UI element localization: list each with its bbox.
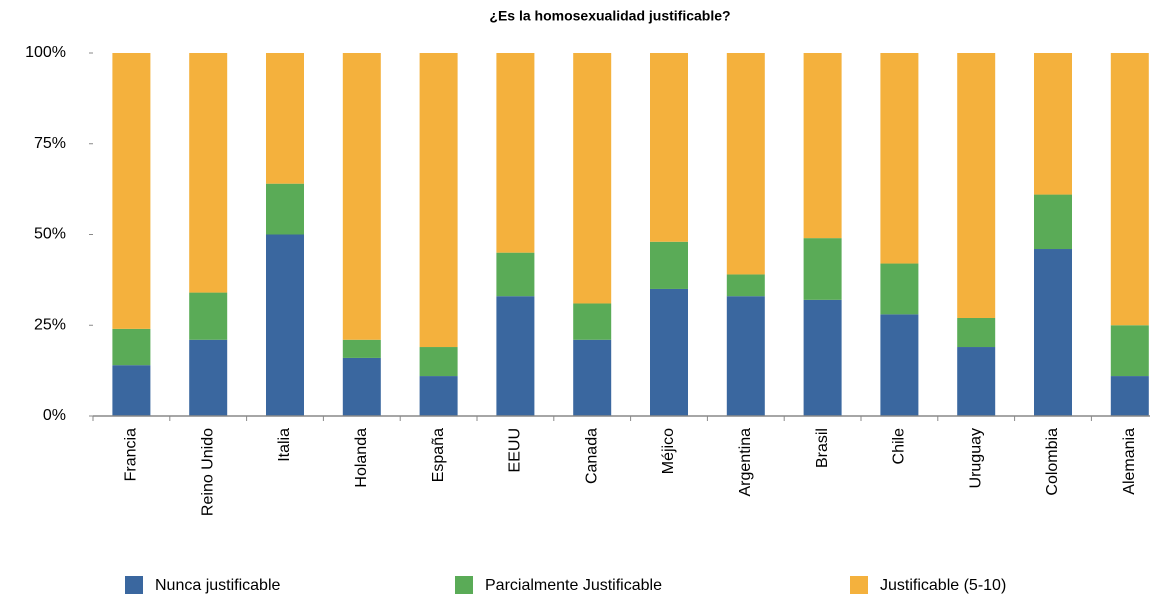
x-tick-label: Holanda <box>353 428 370 488</box>
legend-swatch <box>125 576 143 594</box>
legend-swatch <box>850 576 868 594</box>
bar-segment <box>1110 53 1149 326</box>
x-tick-label: Canada <box>583 428 600 484</box>
bar-segment <box>189 53 228 293</box>
x-tick-label: Reino Unido <box>199 428 216 516</box>
bar-segment <box>803 53 842 239</box>
bar-segment <box>419 347 458 377</box>
x-tick-label: Argentina <box>737 428 754 497</box>
bar-segment <box>573 303 612 340</box>
bar-segment <box>573 53 612 304</box>
y-tick-label: 0% <box>43 407 66 424</box>
y-tick-label: 25% <box>34 316 66 333</box>
x-tick-label: Chile <box>891 428 908 465</box>
bar-segment <box>266 234 304 416</box>
bar-segment <box>419 376 458 416</box>
bar-segment <box>496 252 535 297</box>
bar-segment <box>1110 376 1149 416</box>
bar-segment <box>342 339 381 358</box>
bar-segment <box>650 241 688 289</box>
y-tick-label: 50% <box>34 226 66 243</box>
bar-segment <box>650 53 688 242</box>
x-tick-label: Méjico <box>660 428 677 474</box>
legend-label: Parcialmente Justificable <box>485 577 662 594</box>
bar-segment <box>189 292 228 340</box>
bar-segment <box>1034 249 1072 416</box>
x-tick-label: España <box>430 428 447 482</box>
x-tick-label: Italia <box>276 428 293 462</box>
bar-segment <box>650 288 688 416</box>
x-tick-label: EEUU <box>507 428 524 472</box>
bar-segment <box>803 299 842 416</box>
bar-segment <box>266 183 304 235</box>
bar-segment <box>957 53 996 318</box>
legend-swatch <box>455 576 473 594</box>
y-tick-label: 75% <box>34 135 66 152</box>
bar-segment <box>342 357 381 416</box>
bar-segment <box>419 53 458 348</box>
bar-segment <box>573 339 612 416</box>
y-tick-label: 100% <box>25 44 66 61</box>
x-tick-label: Francia <box>123 428 140 481</box>
x-tick-label: Alemania <box>1121 428 1138 495</box>
chart-title: ¿Es la homosexualidad justificable? <box>489 8 730 24</box>
bar-segment <box>112 365 151 416</box>
bar-segment <box>266 53 304 184</box>
bar-segment <box>342 53 381 340</box>
bar-segment <box>726 296 765 416</box>
bar-segment <box>1110 325 1149 377</box>
bar-segment <box>112 53 151 329</box>
bar-segment <box>880 263 919 315</box>
bar-segment <box>112 328 151 366</box>
bar-segment <box>1034 194 1072 250</box>
bar-segment <box>880 53 919 264</box>
bar-segment <box>496 296 535 416</box>
bar-segment <box>803 238 842 300</box>
bar-segment <box>1034 53 1072 195</box>
x-tick-label: Colombia <box>1044 428 1061 496</box>
bar-segment <box>726 53 765 275</box>
bar-segment <box>496 53 535 253</box>
x-tick-label: Uruguay <box>967 428 984 488</box>
bar-segment <box>726 274 765 297</box>
bar-segment <box>189 339 228 416</box>
bar-segment <box>957 347 996 416</box>
legend-label: Nunca justificable <box>155 577 281 594</box>
bar-segment <box>880 314 919 416</box>
legend-label: Justificable (5-10) <box>880 577 1006 594</box>
x-tick-label: Brasil <box>814 428 831 468</box>
bar-segment <box>957 317 996 348</box>
